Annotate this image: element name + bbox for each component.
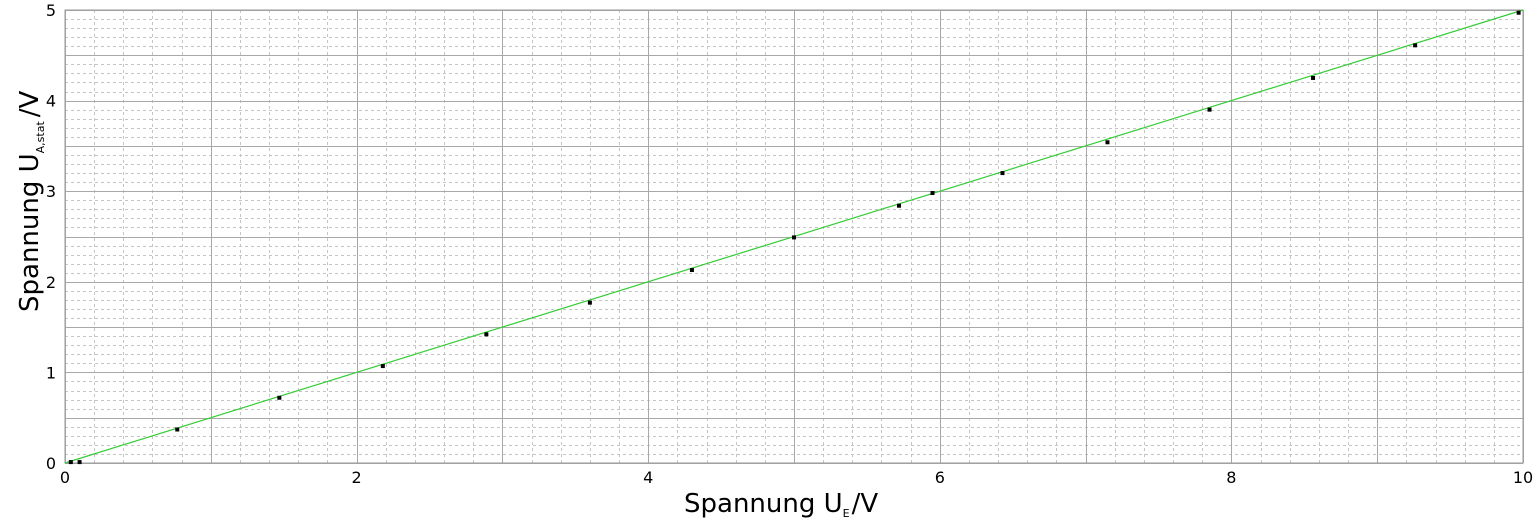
x-tick-label: 2	[352, 468, 362, 487]
data-point	[1105, 140, 1110, 145]
data-point	[175, 427, 180, 432]
y-tick-labels: 0 1 2 3 4 5	[46, 1, 56, 473]
y-axis-label: Spannung UA,stat/V	[15, 90, 47, 312]
data-point	[930, 191, 935, 196]
y-tick-label: 2	[46, 273, 56, 292]
x-tick-label: 10	[1513, 468, 1533, 487]
data-point	[1311, 75, 1316, 80]
y-axis-label-sub: A,stat	[34, 121, 47, 154]
data-point	[587, 300, 592, 305]
data-point	[77, 460, 82, 465]
data-point	[689, 268, 694, 273]
data-point	[380, 364, 385, 369]
x-tick-label: 0	[60, 468, 70, 487]
y-tick-label: 1	[46, 363, 56, 382]
data-point	[68, 460, 73, 465]
data-point	[1207, 107, 1212, 112]
data-point	[277, 395, 282, 400]
x-tick-label: 4	[643, 468, 653, 487]
y-axis-label-main: Spannung U	[15, 153, 45, 312]
data-point	[792, 235, 796, 240]
y-tick-label: 3	[46, 182, 56, 201]
x-tick-label: 6	[935, 468, 945, 487]
x-tick-label: 8	[1226, 468, 1236, 487]
x-axis-label-sub: E	[843, 507, 850, 520]
data-point	[484, 332, 489, 337]
data-point	[1000, 171, 1005, 176]
series-layer	[64, 9, 1524, 465]
x-axis-label-unit: /V	[852, 489, 879, 519]
y-tick-label: 5	[46, 1, 56, 20]
data-point	[1516, 10, 1521, 15]
data-point	[1413, 43, 1418, 48]
y-tick-label: 0	[46, 454, 56, 473]
plot-frame	[64, 9, 1524, 464]
x-axis-label-main: Spannung U	[684, 489, 843, 519]
data-point	[896, 203, 901, 208]
y-axis-label-unit: /V	[15, 90, 45, 117]
x-axis-label: Spannung UE/V	[684, 489, 878, 520]
y-tick-label: 4	[46, 92, 56, 111]
x-tick-labels: 0 2 4 6 8 10	[60, 468, 1533, 487]
